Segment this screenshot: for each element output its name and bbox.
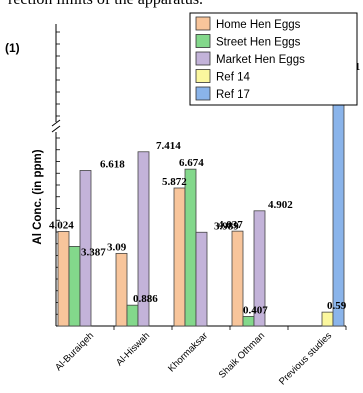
bar [57,231,70,327]
data-label: 6.674 [179,157,204,169]
bar [321,311,334,327]
legend-label: Ref 14 [216,72,250,84]
category-label: Khormaksar [166,330,210,374]
legend-swatch [195,34,211,48]
bar [126,304,139,327]
bars [57,73,345,327]
data-label: 3.989 [214,220,239,232]
bar [137,151,150,327]
legend-swatch [195,69,211,83]
value-labels: 4.024 3.387 6.618 3.09 0.886 7.414 5.872 6.674 3… [49,61,360,316]
data-label: 3.09 [107,241,127,253]
bar [68,246,81,327]
category-label: Al-Buraiqeh [53,330,96,373]
bar [184,168,197,327]
header-text: rection limits of the apparatus. [8,0,203,8]
category-label: Previous studies [277,330,334,387]
bar [195,231,208,327]
data-label: 5.872 [162,176,187,188]
legend-swatch [195,16,211,31]
axis-break-mark [51,119,61,127]
category-label: Shaik Othman [217,330,267,380]
data-label: 6.618 [100,158,125,170]
data-label: 7.414 [156,140,181,152]
legend-swatch [195,86,211,101]
bar [332,73,345,327]
data-label: 0.59 [327,300,347,312]
legend-label: Street Hen Eggs [216,37,301,49]
bar [115,252,128,327]
bar [253,210,266,327]
data-label: 0.407 [243,304,268,316]
data-label: 4.037 [218,219,243,231]
data-label: 3.387 [81,246,106,258]
legend-swatch [195,51,211,66]
data-label: 4.024 [49,219,74,231]
y-axis-label: Al Conc. (in ppm) [32,149,44,244]
data-label: 4.902 [268,199,293,211]
bar [79,170,92,327]
legend-label: Home Hen Eggs [216,19,301,31]
legend-box [189,12,358,106]
category-labels: Al-Buraiqeh Al-Hiswah Khormaksar Shaik Othm… [53,330,334,387]
header-text-fragment: rection limits of the apparatus. [0,0,363,8]
axis-break-mark [51,125,61,133]
legend-label: Ref 17 [216,89,250,101]
legend-label: Market Hen Eggs [216,54,305,66]
bar [231,230,244,327]
legend: Home Hen Eggs Street Hen Eggs Market Hen E… [189,12,358,106]
data-label: 0.886 [133,293,158,305]
bar [173,187,186,327]
bar [242,316,255,327]
panel-label: (1) [5,41,20,55]
category-label: Al-Hiswah [114,330,152,368]
